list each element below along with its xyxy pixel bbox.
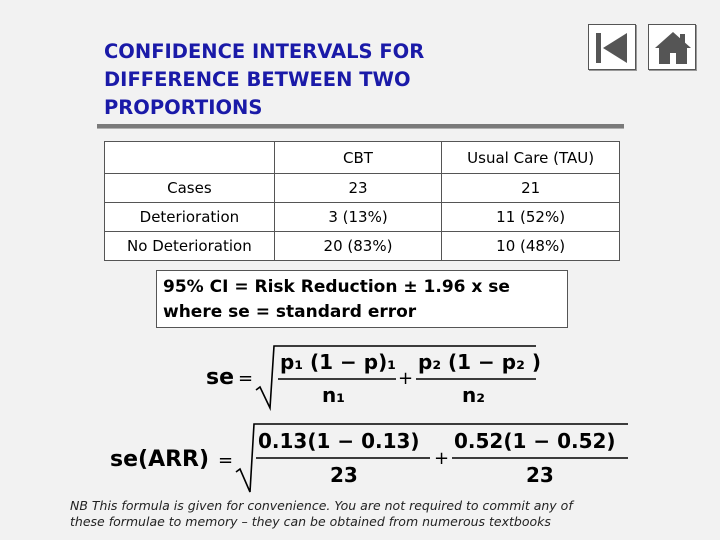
se-formula-lhs: se bbox=[206, 365, 234, 390]
title-underline bbox=[97, 124, 624, 129]
tau-value: 21 bbox=[441, 173, 620, 203]
table-row: Deterioration 3 (13%) 11 (52%) bbox=[104, 202, 620, 232]
slide-title: CONFIDENCE INTERVALS FOR DIFFERENCE BETW… bbox=[104, 38, 524, 122]
home-icon bbox=[655, 32, 691, 64]
footnote: NB This formula is given for convenience… bbox=[70, 498, 710, 530]
cbt-value: 23 bbox=[273, 173, 443, 203]
se-arr-formula-plus: + bbox=[434, 448, 449, 469]
se-formula-radical bbox=[255, 345, 536, 412]
se-arr-formula-denominator-1: 23 bbox=[330, 463, 358, 487]
cbt-value: 3 (13%) bbox=[273, 202, 443, 232]
se-formula-equals: = bbox=[238, 368, 253, 389]
se-formula-numerator-2: p₂ (1 − p₂ ) bbox=[418, 350, 541, 374]
results-table: CBT Usual Care (TAU) Cases 23 21 Deterio… bbox=[104, 141, 620, 261]
se-arr-formula-numerator-2: 0.52(1 − 0.52) bbox=[454, 429, 616, 453]
header-cell-empty bbox=[104, 141, 275, 174]
tau-value: 10 (48%) bbox=[441, 231, 620, 261]
title-line-3: PROPORTIONS bbox=[104, 96, 263, 119]
row-label: Cases bbox=[104, 173, 275, 203]
row-label: Deterioration bbox=[104, 202, 275, 232]
se-arr-formula-lhs: se(ARR) bbox=[110, 447, 209, 472]
se-formula-plus: + bbox=[398, 368, 413, 389]
cbt-value: 20 (83%) bbox=[273, 231, 443, 261]
title-line-2: DIFFERENCE BETWEEN TWO bbox=[104, 68, 411, 91]
footnote-line-1: NB This formula is given for convenience… bbox=[70, 498, 573, 513]
tau-value: 11 (52%) bbox=[441, 202, 620, 232]
se-formula: se = p₁ (1 − p)₁ n₁ + p₂ (1 − p₂ ) n₂ bbox=[206, 345, 541, 412]
ci-line-1: 95% CI = Risk Reduction ± 1.96 x se bbox=[163, 277, 510, 297]
se-formula-denominator-1: n₁ bbox=[322, 383, 345, 407]
table-row: Cases 23 21 bbox=[104, 173, 620, 203]
se-formula-numerator-1: p₁ (1 − p)₁ bbox=[280, 350, 396, 374]
se-arr-formula-radical bbox=[235, 423, 628, 493]
home-button[interactable] bbox=[648, 24, 696, 70]
first-slide-button[interactable] bbox=[588, 24, 636, 70]
header-cell-tau: Usual Care (TAU) bbox=[441, 141, 620, 174]
footnote-line-2: these formulae to memory – they can be o… bbox=[70, 514, 551, 529]
title-line-1: CONFIDENCE INTERVALS FOR bbox=[104, 40, 425, 63]
table-row: No Deterioration 20 (83%) 10 (48%) bbox=[104, 231, 620, 261]
se-arr-formula: se(ARR) = 0.13(1 − 0.13) 23 + 0.52(1 − 0… bbox=[110, 423, 628, 493]
se-arr-formula-equals: = bbox=[218, 450, 233, 471]
ci-line-2: where se = standard error bbox=[163, 302, 417, 322]
se-arr-formula-numerator-1: 0.13(1 − 0.13) bbox=[258, 429, 420, 453]
ci-definition-box: 95% CI = Risk Reduction ± 1.96 x se wher… bbox=[156, 270, 568, 328]
se-arr-formula-denominator-2: 23 bbox=[526, 463, 554, 487]
first-slide-icon bbox=[596, 33, 627, 63]
table-header-row: CBT Usual Care (TAU) bbox=[104, 141, 620, 174]
header-cell-cbt: CBT bbox=[273, 141, 443, 174]
row-label: No Deterioration bbox=[104, 231, 275, 261]
se-formula-denominator-2: n₂ bbox=[462, 383, 485, 407]
